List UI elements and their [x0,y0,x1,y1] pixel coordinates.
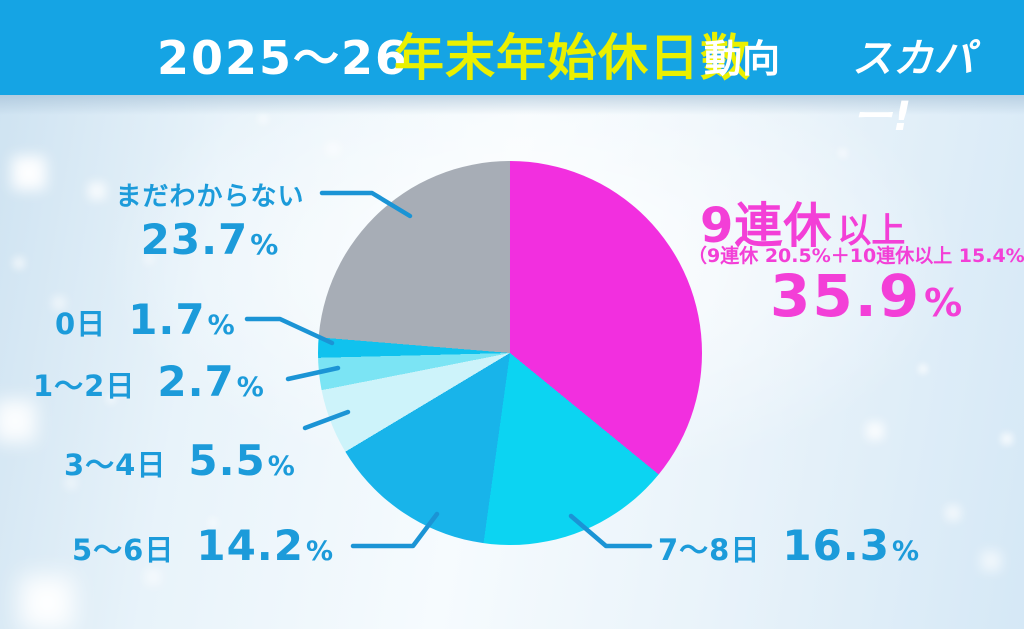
percent-sign: % [207,310,235,341]
label-3-4days-text: 3〜4日 [64,448,167,482]
header-banner: 2025〜26 年末年始休日数 動向 スカパー! [0,0,1024,140]
percent-sign: % [250,228,280,261]
percent-sign: % [892,536,920,567]
header-shadow [0,95,1024,115]
percent-sign: % [306,536,334,567]
label-7-8days: 7〜8日 16.3 % [658,521,919,570]
label-unknown-text: まだわからない [115,182,305,212]
label-9plus-note: （9連休 20.5%＋10連休以上 15.4%） [688,245,1024,267]
label-1-2days-value: 2.7 [157,357,235,406]
label-5-6days: 5〜6日 14.2 % [72,521,333,570]
label-5-6days-value: 14.2 [196,521,304,570]
label-1-2days: 1〜2日 2.7 % [33,357,264,406]
pie-chart[interactable] [318,161,702,545]
value-text: 35.9 [770,262,922,330]
value-text: 23.7 [140,215,249,264]
label-9plus-sub-text: 以上 [837,211,906,251]
percent-sign: % [924,281,963,325]
label-1-2days-text: 1〜2日 [33,369,136,403]
label-0days-text: 0日 [55,307,107,341]
label-unknown: まだわからない 23.7% [98,176,322,264]
percent-sign: % [267,451,295,482]
header-suffix-text: 動向 [704,37,781,81]
label-3-4days: 3〜4日 5.5 % [64,436,295,485]
label-0days-value: 1.7 [128,295,206,344]
brand-logo: スカパー! [852,36,975,140]
label-9plus-value: 35.9 % [770,262,962,330]
label-9plus-main-text: 9連休 [700,198,833,254]
header-era-text: 2025〜26 [157,31,410,85]
label-3-4days-value: 5.5 [188,436,266,485]
label-7-8days-value: 16.3 [782,521,890,570]
label-9plus: 9連休 以上 [700,186,905,256]
percent-sign: % [236,372,264,403]
label-5-6days-text: 5〜6日 [72,533,175,567]
header-title-text: 年末年始休日数 [394,29,751,87]
label-7-8days-text: 7〜8日 [658,533,761,567]
label-0days: 0日 1.7 % [55,295,235,344]
label-unknown-value: 23.7% [98,215,322,264]
